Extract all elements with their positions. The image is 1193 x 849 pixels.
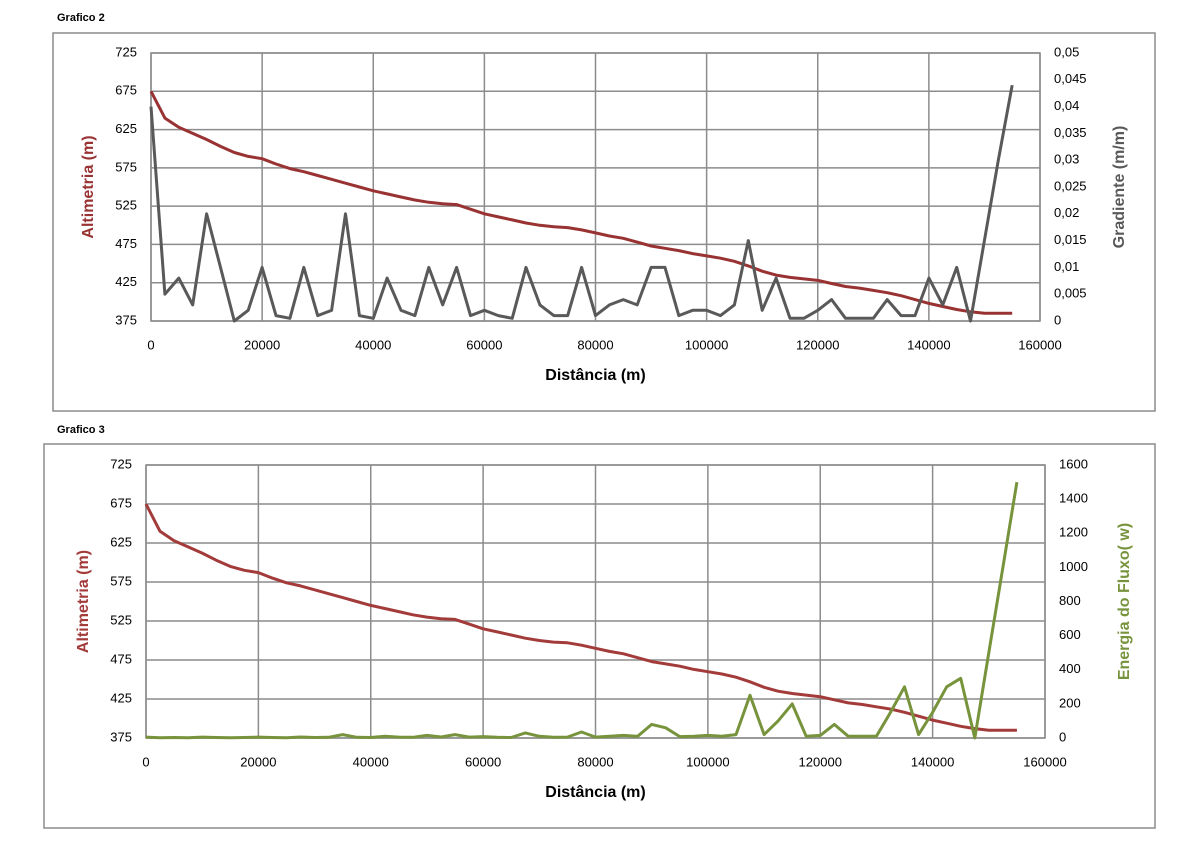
y2-axis-label: Energia do Fluxo( w) (1116, 523, 1133, 680)
x-tick-label: 120000 (796, 337, 839, 352)
y-axis-label: Altimetria (m) (75, 550, 92, 653)
x-tick-label: 100000 (686, 754, 729, 769)
y-tick-label: 475 (110, 651, 132, 666)
x-tick-label: 40000 (355, 337, 391, 352)
y-tick-label: 575 (115, 159, 137, 174)
y-tick-label: 425 (110, 690, 132, 705)
y2-tick-label: 800 (1059, 593, 1081, 608)
chart-title: Grafico 3 (57, 424, 105, 436)
y2-tick-label: 0,04 (1054, 98, 1079, 113)
y-tick-label: 475 (115, 236, 137, 251)
y-tick-label: 625 (110, 534, 132, 549)
y2-tick-label: 0,05 (1054, 44, 1079, 59)
y2-tick-label: 0,035 (1054, 125, 1087, 140)
y2-tick-label: 1600 (1059, 456, 1088, 471)
y2-tick-label: 0 (1054, 312, 1061, 327)
x-tick-label: 80000 (577, 337, 613, 352)
y-tick-label: 675 (115, 83, 137, 98)
x-tick-label: 100000 (685, 337, 728, 352)
x-axis-label: Distância (m) (545, 784, 645, 801)
y-tick-label: 525 (115, 198, 137, 213)
y2-tick-label: 1200 (1059, 525, 1088, 540)
x-tick-label: 20000 (240, 754, 276, 769)
y2-axis-label: Gradiente (m/m) (1111, 126, 1128, 249)
y-tick-label: 725 (110, 456, 132, 471)
y-tick-label: 725 (115, 44, 137, 59)
x-tick-label: 140000 (907, 337, 950, 352)
x-tick-label: 60000 (465, 754, 501, 769)
series-line (149, 84, 1014, 323)
x-tick-label: 40000 (353, 754, 389, 769)
x-tick-label: 0 (147, 337, 154, 352)
y2-tick-label: 0,02 (1054, 205, 1079, 220)
chart-frame (52, 32, 1156, 412)
y2-tick-label: 0,005 (1054, 286, 1087, 301)
chart-frame (43, 443, 1156, 829)
y-tick-label: 675 (110, 495, 132, 510)
x-tick-label: 160000 (1023, 754, 1066, 769)
x-axis-label: Distância (m) (545, 367, 645, 384)
x-tick-label: 20000 (244, 337, 280, 352)
x-tick-label: 140000 (911, 754, 954, 769)
y-tick-label: 425 (115, 274, 137, 289)
y2-tick-label: 400 (1059, 661, 1081, 676)
x-tick-label: 80000 (577, 754, 613, 769)
y2-tick-label: 0,03 (1054, 152, 1079, 167)
y2-tick-label: 0,045 (1054, 71, 1087, 86)
y2-tick-label: 0 (1059, 729, 1066, 744)
series-line (145, 481, 1019, 740)
y2-tick-label: 600 (1059, 627, 1081, 642)
y-axis-label: Altimetria (m) (80, 135, 97, 238)
x-tick-label: 160000 (1018, 337, 1061, 352)
x-tick-label: 120000 (799, 754, 842, 769)
chart-title: Grafico 2 (57, 12, 105, 24)
y2-tick-label: 1000 (1059, 559, 1088, 574)
y-tick-label: 625 (115, 121, 137, 136)
plot-border (150, 52, 1041, 322)
y-tick-label: 525 (110, 612, 132, 627)
series-line (144, 503, 1017, 732)
y-tick-label: 375 (115, 312, 137, 327)
y2-tick-label: 200 (1059, 695, 1081, 710)
x-tick-label: 0 (142, 754, 149, 769)
y-tick-label: 575 (110, 573, 132, 588)
y-tick-label: 375 (110, 729, 132, 744)
series-line (149, 90, 1013, 315)
y2-tick-label: 0,025 (1054, 178, 1087, 193)
y2-tick-label: 1400 (1059, 491, 1088, 506)
x-tick-label: 60000 (466, 337, 502, 352)
y2-tick-label: 0,015 (1054, 232, 1087, 247)
y2-tick-label: 0,01 (1054, 259, 1079, 274)
